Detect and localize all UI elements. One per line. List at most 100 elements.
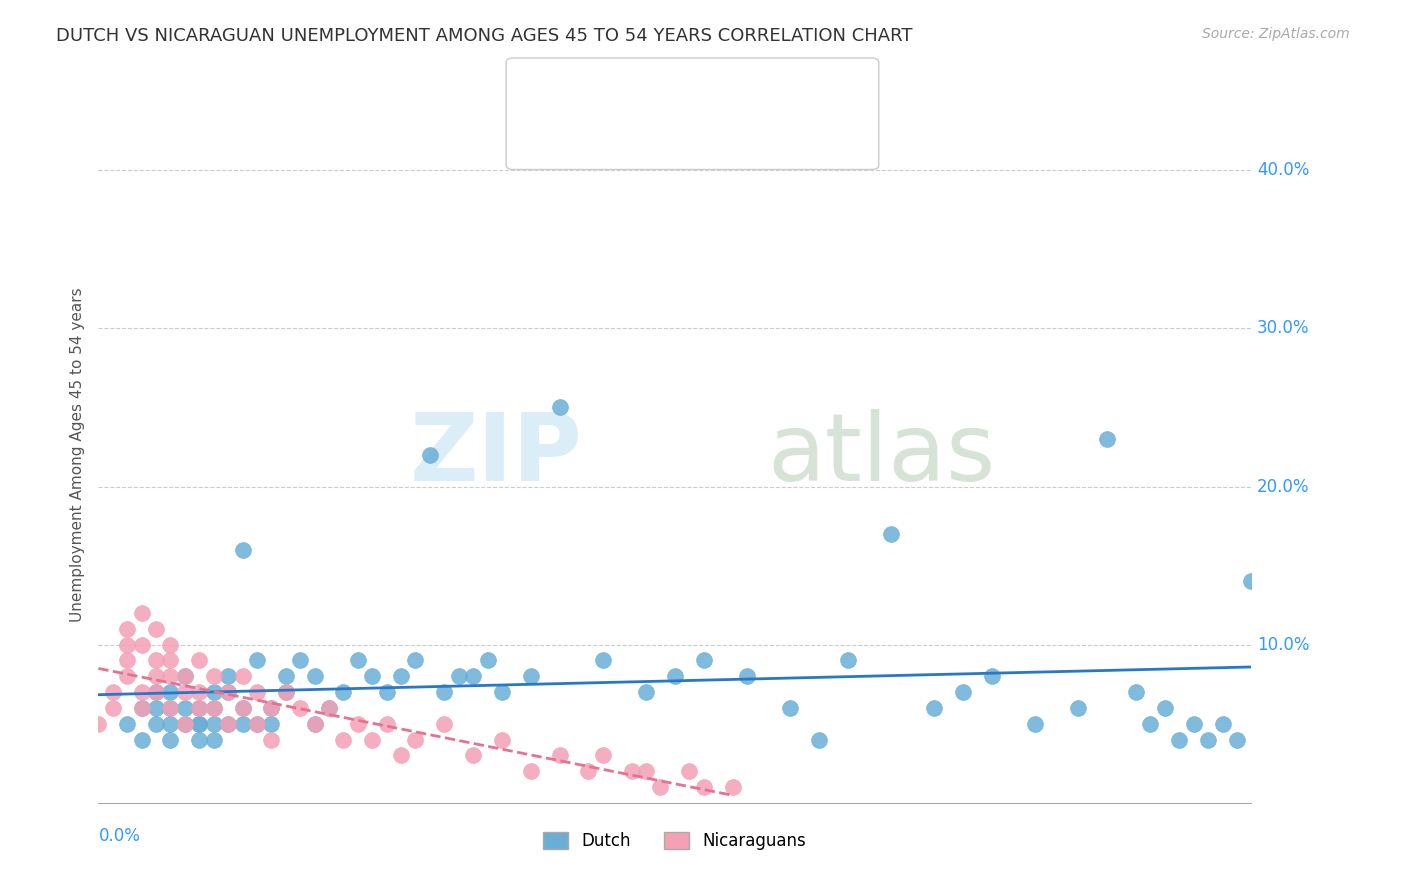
Point <box>924 701 946 715</box>
Point <box>159 638 181 652</box>
Point <box>174 669 197 683</box>
Point <box>174 701 197 715</box>
Point <box>188 716 211 731</box>
Text: ZIP: ZIP <box>409 409 582 501</box>
Point <box>202 669 225 683</box>
Point <box>375 716 398 731</box>
Point <box>290 653 312 667</box>
Point <box>217 669 239 683</box>
Point <box>1024 716 1046 731</box>
Point <box>159 701 181 715</box>
Point <box>636 685 658 699</box>
Point <box>433 716 456 731</box>
Text: Source: ZipAtlas.com: Source: ZipAtlas.com <box>1202 27 1350 41</box>
Point <box>131 606 153 620</box>
Text: R =  0.230   N = 75: R = 0.230 N = 75 <box>558 80 720 98</box>
Point <box>304 716 326 731</box>
Point <box>117 669 139 683</box>
Point <box>1067 701 1090 715</box>
Point <box>159 669 181 683</box>
Point <box>159 716 181 731</box>
Point <box>217 685 239 699</box>
Point <box>246 685 269 699</box>
Point <box>880 527 903 541</box>
Point <box>981 669 1004 683</box>
Point <box>145 685 167 699</box>
Point <box>159 653 181 667</box>
Point <box>188 685 211 699</box>
Point <box>1212 716 1234 731</box>
Point <box>361 732 384 747</box>
Point <box>779 701 801 715</box>
Point <box>1139 716 1161 731</box>
Point <box>332 685 354 699</box>
Point <box>174 716 197 731</box>
Point <box>318 701 340 715</box>
Point <box>578 764 600 779</box>
Point <box>117 622 139 636</box>
Legend: Dutch, Nicaraguans: Dutch, Nicaraguans <box>537 826 813 857</box>
Point <box>318 701 340 715</box>
Point <box>1097 432 1119 446</box>
Point <box>1240 574 1263 589</box>
Point <box>274 685 297 699</box>
Point <box>131 732 153 747</box>
Point <box>117 638 139 652</box>
Point <box>461 748 484 763</box>
Point <box>246 716 269 731</box>
Point <box>260 716 283 731</box>
Point <box>231 716 254 731</box>
Text: 40.0%: 40.0% <box>1257 161 1309 179</box>
Point <box>145 622 167 636</box>
Point <box>188 701 211 715</box>
Point <box>260 701 283 715</box>
Point <box>592 653 614 667</box>
Point <box>260 732 283 747</box>
Text: 30.0%: 30.0% <box>1257 319 1309 337</box>
Point <box>101 685 124 699</box>
Point <box>491 685 513 699</box>
Point <box>952 685 974 699</box>
Point <box>447 669 470 683</box>
Point <box>145 685 167 699</box>
Point <box>188 732 211 747</box>
Point <box>693 653 716 667</box>
Point <box>159 732 181 747</box>
Point <box>433 685 456 699</box>
Point <box>202 685 225 699</box>
Point <box>1154 701 1177 715</box>
Point <box>808 732 831 747</box>
Point <box>231 701 254 715</box>
Point <box>246 653 269 667</box>
Point <box>159 701 181 715</box>
Point <box>693 780 716 794</box>
Point <box>174 685 197 699</box>
Point <box>520 764 543 779</box>
Point <box>117 716 139 731</box>
Point <box>87 716 110 731</box>
Point <box>131 685 153 699</box>
Point <box>260 701 283 715</box>
Text: R = -0.314   N = 58: R = -0.314 N = 58 <box>558 120 721 138</box>
Point <box>131 638 153 652</box>
Point <box>188 701 211 715</box>
Point <box>131 701 153 715</box>
Point <box>405 732 427 747</box>
Point <box>548 401 571 415</box>
Point <box>721 780 744 794</box>
Point <box>202 701 225 715</box>
Point <box>188 653 211 667</box>
Point <box>174 716 197 731</box>
Point <box>1125 685 1147 699</box>
Point <box>361 669 384 683</box>
Point <box>491 732 513 747</box>
Point <box>202 732 225 747</box>
Point <box>290 701 312 715</box>
Point <box>837 653 859 667</box>
Point <box>145 669 167 683</box>
Point <box>548 748 571 763</box>
Point <box>477 653 499 667</box>
Point <box>101 701 124 715</box>
Point <box>346 653 368 667</box>
Point <box>664 669 686 683</box>
